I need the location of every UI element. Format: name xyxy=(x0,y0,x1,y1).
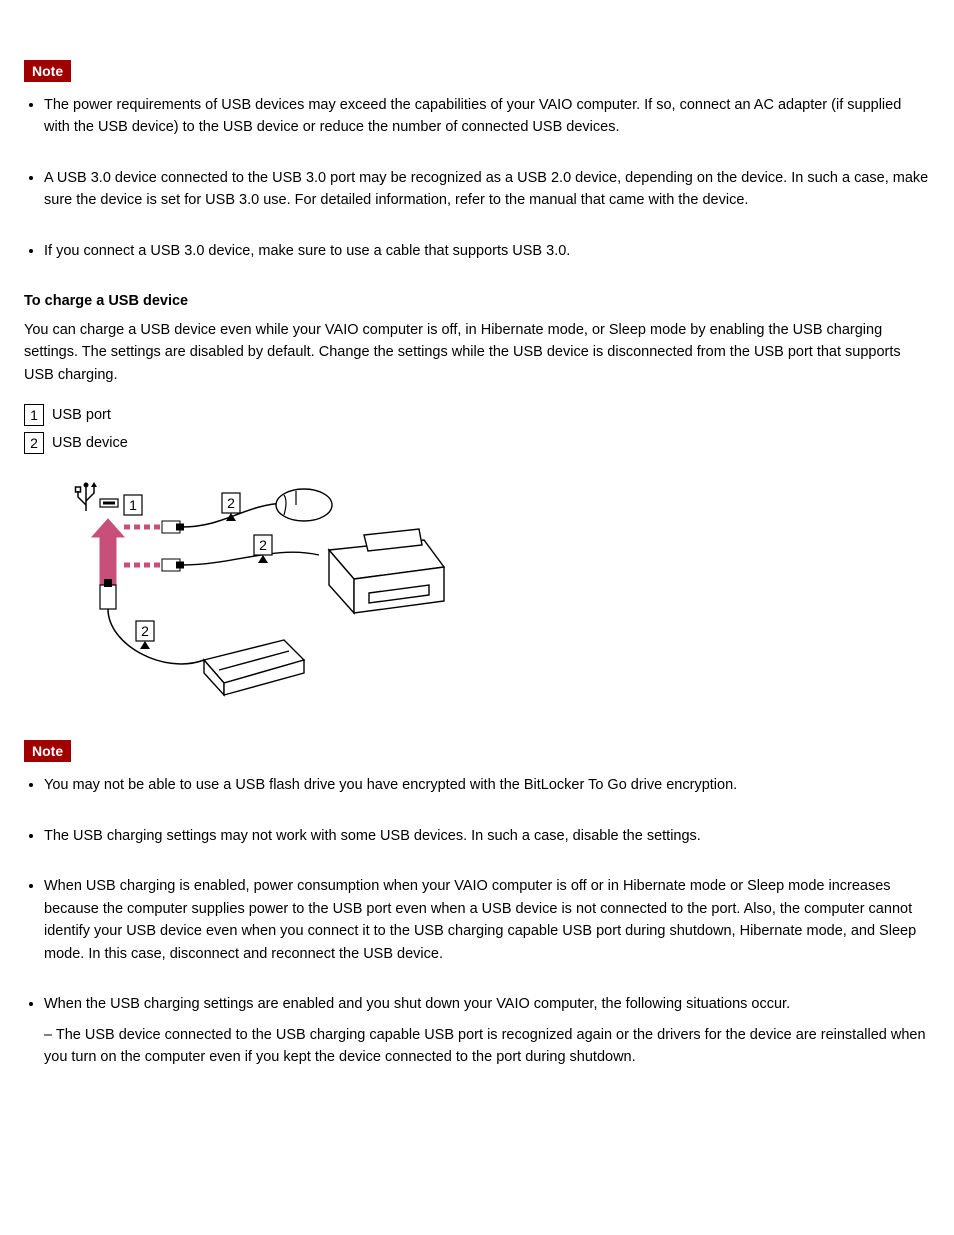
note-item: The USB charging settings may not work w… xyxy=(44,825,930,847)
svg-text:2: 2 xyxy=(259,537,267,553)
svg-text:2: 2 xyxy=(141,623,149,639)
svg-text:2: 2 xyxy=(227,495,235,511)
note-item: You may not be able to use a USB flash d… xyxy=(44,774,930,796)
hub-stub-lines xyxy=(124,527,162,565)
callout-2: 2 USB device xyxy=(24,430,930,458)
section-heading: To charge a USB device xyxy=(24,290,930,312)
section-body: You can charge a USB device even while y… xyxy=(24,319,930,386)
charge-section: To charge a USB device You can charge a … xyxy=(24,290,930,700)
mouse-device-icon xyxy=(182,489,332,527)
floppy-drive-icon xyxy=(204,640,304,695)
floppy-cable xyxy=(108,609,204,664)
usb-diagram-svg: 1 xyxy=(74,475,454,700)
note-item: A USB 3.0 device connected to the USB 3.… xyxy=(44,167,930,212)
callout-label: USB port xyxy=(52,407,111,423)
connector-icons xyxy=(162,521,184,571)
note-block-after: Note You may not be able to use a USB fl… xyxy=(24,740,930,1068)
callout-number-2: 2 xyxy=(24,432,44,454)
callout-1: 1 USB port xyxy=(24,402,930,430)
note-subitem: The USB device connected to the USB char… xyxy=(44,1024,930,1069)
diagram-label-2c: 2 xyxy=(136,621,154,649)
note-label: Note xyxy=(24,60,71,82)
note-item: When USB charging is enabled, power cons… xyxy=(44,875,930,965)
notes-list-after: You may not be able to use a USB flash d… xyxy=(44,774,930,1068)
note-label: Note xyxy=(24,740,71,762)
note-item: If you connect a USB 3.0 device, make su… xyxy=(44,240,930,262)
callout-number-1: 1 xyxy=(24,404,44,426)
notes-list-before: The power requirements of USB devices ma… xyxy=(44,94,930,262)
diagram-label-1: 1 xyxy=(124,495,142,515)
note-block-before: Note The power requirements of USB devic… xyxy=(24,60,930,262)
diagram-label-2a: 2 xyxy=(222,493,240,521)
callout-label: USB device xyxy=(52,435,128,451)
usb-arrow-icon xyxy=(92,519,124,585)
note-item: When the USB charging settings are enabl… xyxy=(44,993,930,1068)
printer-device-icon xyxy=(182,529,444,613)
usb-port-icon xyxy=(76,482,119,511)
diagram-label-2b: 2 xyxy=(254,535,272,563)
svg-text:1: 1 xyxy=(129,497,137,513)
note-item: The power requirements of USB devices ma… xyxy=(44,94,930,139)
usb-diagram: 1 xyxy=(74,475,930,700)
page: Note The power requirements of USB devic… xyxy=(0,0,954,1235)
